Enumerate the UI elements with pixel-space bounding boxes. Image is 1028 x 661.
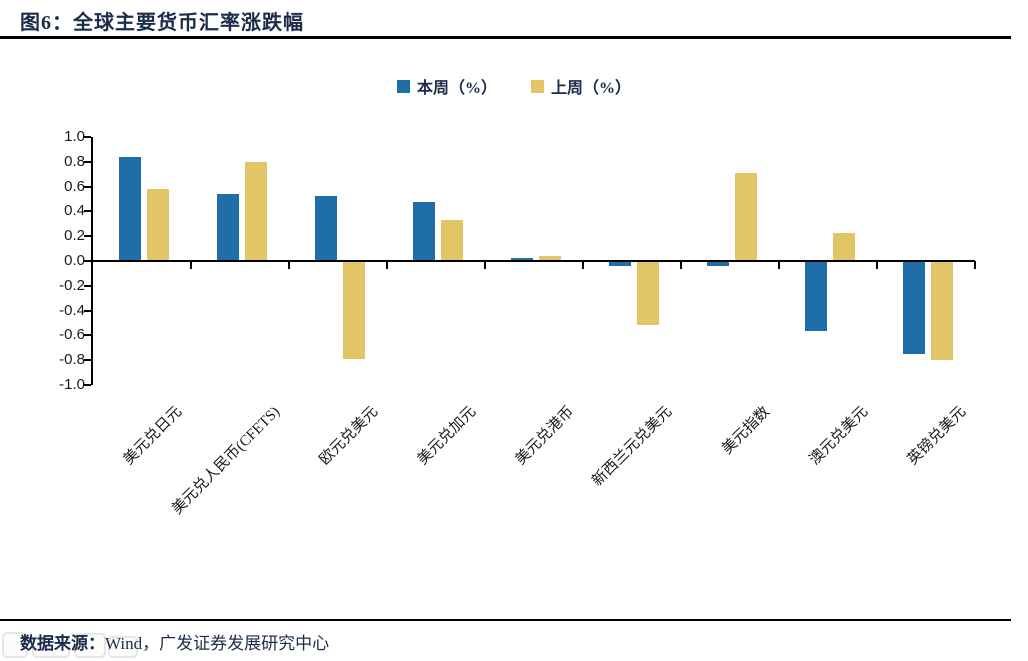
bar-this-week: [805, 262, 827, 332]
bar-last-week: [735, 173, 757, 260]
bar-this-week: [315, 195, 337, 260]
x-axis-tick: [974, 261, 976, 269]
bar-this-week: [903, 262, 925, 354]
y-axis-tick-label: 0.8: [64, 152, 85, 170]
y-axis-tick-label: -0.8: [59, 351, 85, 369]
bar-chart: 1.0 0.8 0.6 0.4 0.2 0.0 -0.2 -0.4 -0.6 -0.8 -1.0 美元…: [59, 128, 976, 518]
bar-this-week: [707, 262, 729, 266]
x-axis-category-label: 澳元兑美元: [806, 403, 872, 469]
legend-swatch-icon: [396, 79, 410, 93]
bar-this-week: [217, 194, 239, 260]
legend-label: 本周（%）: [416, 80, 497, 97]
bar-this-week: [413, 201, 435, 260]
bar-this-week: [511, 257, 533, 260]
x-axis-category-label: 英镑兑美元: [904, 403, 970, 469]
y-axis-tick-label: 0.2: [64, 227, 85, 245]
title-divider: [0, 36, 1011, 39]
y-axis-tick-label: -0.2: [59, 276, 85, 294]
x-axis-line: [91, 260, 975, 262]
bar-last-week: [539, 256, 561, 260]
x-axis-tick: [876, 261, 878, 269]
x-axis-tick: [386, 261, 388, 269]
y-axis-tick: [84, 384, 91, 386]
x-axis-category-label: 美元兑人民币(CFETS): [169, 403, 284, 518]
y-axis-tick: [84, 185, 91, 188]
bar-last-week: [147, 189, 169, 260]
y-axis-tick-label: 0.6: [64, 177, 85, 195]
x-axis-tick: [778, 261, 780, 269]
y-axis-tick-label: -0.4: [59, 301, 85, 319]
y-axis-tick: [84, 136, 91, 138]
y-axis-tick: [84, 260, 91, 262]
chart-legend: 本周（%） 上周（%）: [0, 74, 1028, 98]
bar-last-week: [931, 262, 953, 360]
data-source-text: Wind，广发证券发展研究中心: [105, 634, 330, 653]
y-axis-tick: [84, 235, 91, 238]
bar-last-week: [245, 162, 267, 260]
y-axis-tick-label: -1.0: [59, 376, 85, 393]
x-axis-tick: [484, 261, 486, 269]
y-axis-tick-label: 0.0: [64, 252, 85, 269]
data-source-label: 数据来源：: [20, 634, 105, 653]
y-axis-tick-label: 0.4: [64, 202, 85, 220]
x-axis-tick: [288, 261, 290, 269]
x-axis-category-label: 新西兰元兑美元: [589, 403, 676, 490]
y-axis-tick-label: -0.6: [59, 326, 85, 344]
bar-last-week: [833, 232, 855, 260]
bar-this-week: [119, 157, 141, 260]
legend-label: 上周（%）: [551, 80, 632, 97]
figure-title: 图6：全球主要货币汇率涨跌幅: [20, 12, 304, 34]
x-axis-tick: [582, 261, 584, 269]
y-axis-tick: [84, 309, 91, 312]
y-axis-tick: [84, 334, 91, 337]
legend-item: 本周（%）: [396, 74, 497, 98]
x-axis-category-label: 美元兑港币: [512, 403, 578, 469]
y-axis-tick: [84, 160, 91, 163]
bar-last-week: [637, 262, 659, 326]
legend-item: 上周（%）: [531, 74, 631, 98]
y-axis-tick: [84, 210, 91, 213]
footer-divider: [0, 619, 1011, 621]
y-axis-tick: [84, 284, 91, 287]
y-axis-tick: [84, 359, 91, 362]
data-source: 数据来源：Wind，广发证券发展研究中心: [20, 629, 329, 654]
legend-swatch-icon: [531, 79, 544, 93]
bar-last-week: [441, 220, 463, 260]
y-axis-tick-label: 1.0: [64, 128, 85, 145]
bar-last-week: [343, 262, 365, 359]
watermark: [2, 630, 142, 658]
x-axis-category-label: 美元兑加元: [414, 403, 480, 469]
x-axis-tick: [190, 261, 192, 269]
x-axis-category-label: 欧元兑美元: [316, 403, 382, 469]
x-axis-category-label: 美元指数: [719, 403, 774, 458]
x-axis-tick: [680, 261, 682, 269]
bar-this-week: [609, 262, 631, 266]
